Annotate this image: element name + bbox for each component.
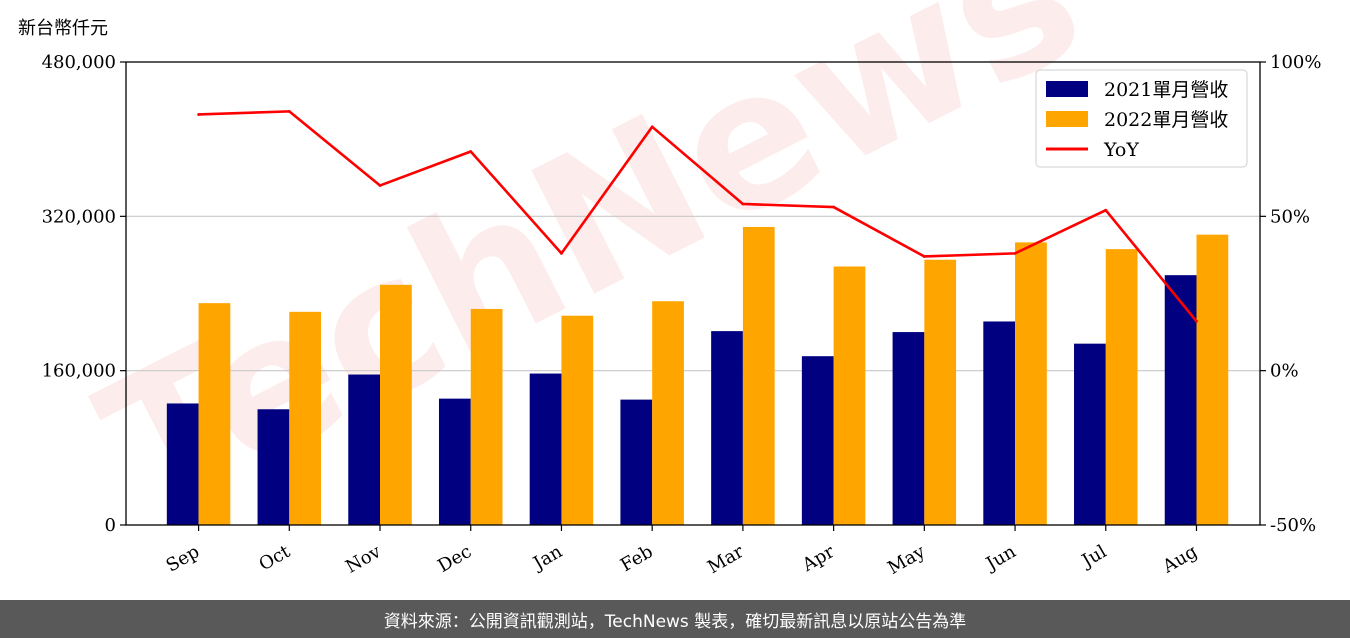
x-tick-label: Jan (528, 541, 566, 575)
yoy-point-feb (650, 125, 654, 129)
bar-2021-feb (620, 399, 653, 525)
legend-label-2: YoY (1103, 139, 1139, 161)
legend-label-0: 2021單月營收 (1104, 79, 1228, 101)
yoy-line-layer (197, 109, 1198, 323)
bar-2021-oct (257, 409, 290, 525)
y-left-tick-label: 320,000 (42, 206, 116, 227)
bar-2021-may (892, 332, 925, 525)
bar-2022-jul (1105, 249, 1138, 526)
bar-2021-jan (529, 373, 562, 525)
bar-2021-jun (983, 321, 1016, 525)
yoy-point-may (922, 255, 926, 258)
bar-2021-aug (1164, 275, 1197, 525)
yoy-point-mar (741, 202, 745, 206)
yoy-point-apr (832, 205, 836, 209)
x-tick-label: May (884, 541, 929, 579)
bar-2022-apr (833, 266, 866, 525)
y-left-unit-label: 新台幣仟元 (18, 18, 108, 39)
x-tick-label: Apr (798, 541, 838, 576)
y-left-tick-label: 160,000 (42, 361, 116, 382)
yoy-point-aug (1195, 319, 1198, 323)
y-right-tick-label: 100% (1270, 52, 1321, 73)
bar-2022-oct (289, 311, 322, 525)
bar-2021-dec (438, 398, 471, 525)
bar-2022-dec (470, 308, 503, 525)
footer-source-bar: 資料來源：公開資訊觀測站，TechNews 製表，確切最新訊息以原站公告為準 (0, 600, 1350, 638)
bar-2021-jul (1074, 343, 1106, 525)
x-tick-label: Aug (1158, 541, 1201, 578)
x-tick-label: Feb (617, 541, 657, 576)
x-tick-label: Mar (704, 541, 748, 578)
footer-source-text: 資料來源：公開資訊觀測站，TechNews 製表，確切最新訊息以原站公告為準 (383, 611, 967, 632)
bar-2022-sep (198, 303, 231, 525)
x-tick-label: Dec (434, 541, 475, 577)
yoy-point-nov (378, 184, 382, 187)
y-right-tick-label: -50% (1270, 515, 1316, 536)
bar-2022-mar (742, 226, 775, 525)
bar-2022-jun (1015, 242, 1047, 526)
yoy-line (198, 110, 1198, 323)
y-left-tick-label: 0 (105, 515, 116, 536)
legend-box (1035, 69, 1248, 168)
bar-2021-nov (348, 374, 381, 525)
yoy-point-oct (287, 109, 291, 113)
x-tick-label: Jul (1077, 541, 1111, 573)
plot-frame (125, 61, 1261, 526)
bar-2021-mar (711, 331, 743, 525)
x-tick-label: Oct (256, 541, 295, 576)
yoy-point-dec (469, 150, 473, 153)
x-tick-label: Nov (342, 541, 385, 578)
yoy-point-jun (1013, 251, 1017, 255)
yoy-point-jul (1104, 208, 1108, 212)
chart: TechNews 0160,000320,000480,000-50%0%50%… (18, 0, 1321, 579)
legend: 2021單月營收 2022單月營收 YoY (1035, 69, 1248, 168)
legend-label-1: 2022單月營收 (1104, 109, 1228, 131)
bar-2022-feb (652, 301, 684, 525)
x-tick-label: Jun (981, 541, 1020, 576)
bar-2022-nov (380, 284, 412, 525)
bar-2022-aug (1196, 234, 1229, 526)
bar-2021-apr (801, 356, 834, 525)
y-right-tick-label: 50% (1270, 206, 1310, 227)
legend-swatch-0 (1046, 81, 1088, 97)
bar-2022-may (924, 259, 957, 525)
legend-swatch-1 (1046, 111, 1088, 127)
yoy-point-sep (197, 113, 200, 116)
bars (166, 226, 1229, 526)
y-right-tick-label: 0% (1270, 361, 1299, 382)
bar-2021-sep (166, 403, 199, 525)
y-left-tick-label: 480,000 (42, 52, 116, 73)
yoy-point-jan (560, 251, 563, 255)
bar-2022-jan (561, 315, 594, 525)
